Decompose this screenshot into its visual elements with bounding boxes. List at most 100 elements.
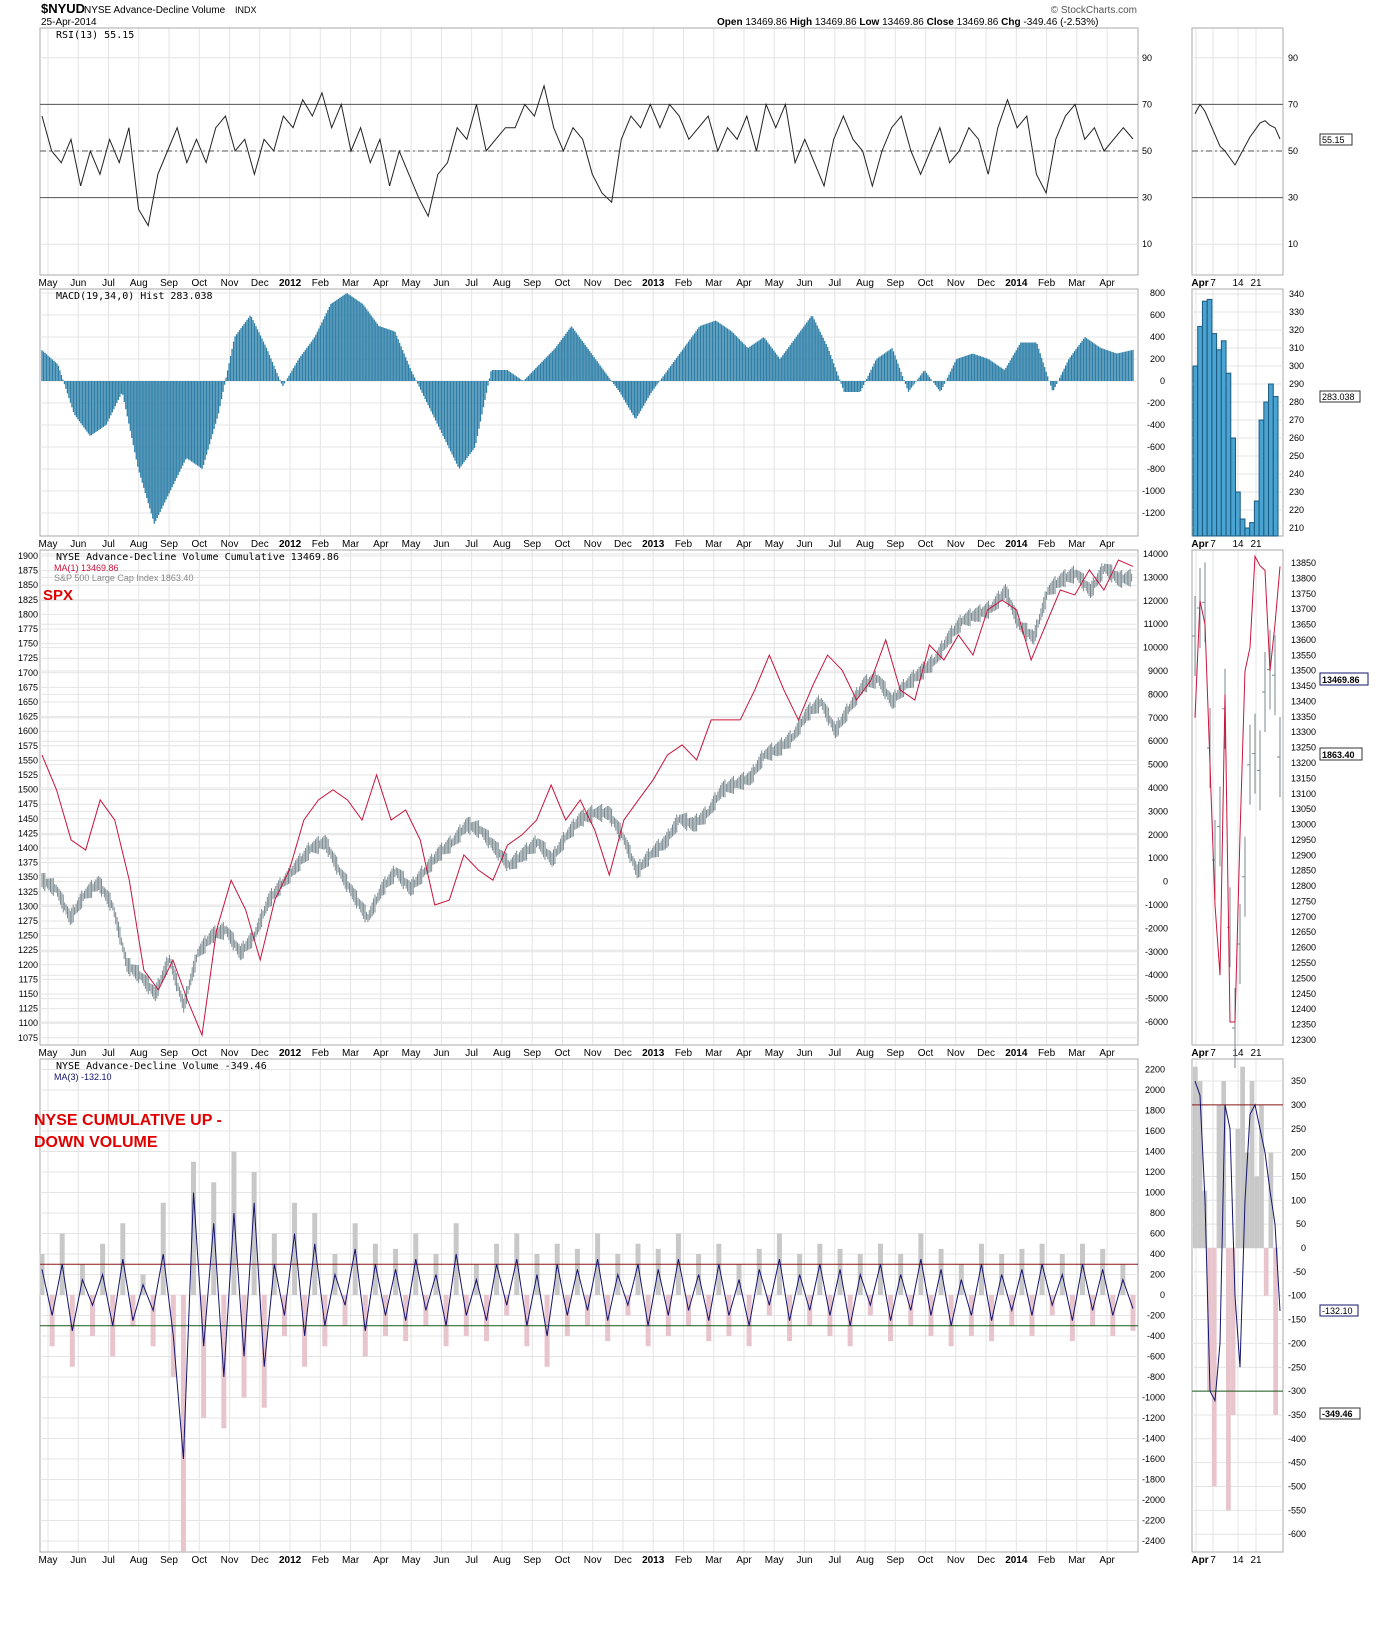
mini-cum-tick-label: 13800 <box>1291 573 1316 583</box>
mini-macd-bar <box>1249 522 1255 537</box>
rsi-tick-label: 30 <box>1142 193 1152 203</box>
svg-text:13469.86: 13469.86 <box>1322 675 1360 685</box>
volume-bar <box>342 1295 348 1326</box>
date-tick-label: Feb <box>675 539 693 550</box>
date-tick-label: 2012 <box>279 278 302 289</box>
mini-volume-bar <box>1259 1104 1264 1248</box>
date-tick-label: May <box>39 278 58 289</box>
volume-bar <box>211 1182 217 1295</box>
date-tick-label: Sep <box>160 539 178 550</box>
date-tick-label: Oct <box>192 539 208 550</box>
mini-vol-axis-tick-label: -250 <box>1288 1362 1306 1372</box>
volume-bar <box>261 1295 267 1408</box>
vol-axis-tick-label: 1000 <box>1145 1188 1165 1198</box>
mini-rsi-tick-label: 30 <box>1288 193 1298 203</box>
mini-cum-tick-label: 13150 <box>1291 773 1316 783</box>
rsi-legend: RSI(13) 55.15 <box>56 30 134 41</box>
mini-volume-bar <box>1268 1152 1274 1248</box>
volume-bar <box>1100 1248 1106 1295</box>
volume-bar <box>130 1295 136 1326</box>
date-tick-label: Dec <box>614 539 632 550</box>
date-tick-label: Oct <box>918 278 934 289</box>
date-tick-label: Apr <box>1099 278 1115 289</box>
ma3-value-badge: -132.10 <box>1319 1304 1359 1317</box>
date-tick-label: Jun <box>796 1555 812 1566</box>
spx-axis-tick-label: 1100 <box>19 1018 38 1028</box>
mini-cum-tick-label: 13500 <box>1291 666 1316 676</box>
date-tick-label: Aug <box>856 1555 874 1566</box>
volume-bar <box>1130 1295 1136 1331</box>
ma1-legend: MA(1) 13469.86 <box>54 563 119 573</box>
mini-date-tick-label: 21 <box>1250 1048 1262 1059</box>
date-tick-label: Nov <box>584 278 602 289</box>
date-tick-label: Dec <box>977 539 995 550</box>
mini-volume-bar <box>1235 1128 1241 1248</box>
volume-bar <box>1079 1243 1085 1295</box>
copyright: © StockCharts.com <box>1051 5 1137 16</box>
mini-date-tick-label: 7 <box>1210 278 1216 289</box>
date-tick-label: Oct <box>555 1048 571 1059</box>
volume-bar <box>635 1243 641 1295</box>
spx-axis-tick-label: 1325 <box>18 887 38 897</box>
volume-bar <box>847 1295 853 1347</box>
vol-axis-tick-label: -1200 <box>1142 1413 1165 1423</box>
mini-vol-axis-tick-label: -200 <box>1288 1338 1306 1348</box>
date-tick-label: Dec <box>251 539 269 550</box>
date-tick-label: Jun <box>70 539 86 550</box>
mini-date-tick-label: 21 <box>1250 1555 1262 1566</box>
cum-legend: NYSE Advance-Decline Volume Cumulative 1… <box>56 552 339 563</box>
cum-axis-tick-label: 9000 <box>1148 666 1168 676</box>
spx-axis-tick-label: 1825 <box>18 595 38 605</box>
spx-axis-tick-label: 1650 <box>18 697 38 707</box>
mini-cum-tick-label: 12950 <box>1291 835 1316 845</box>
date-tick-label: Aug <box>493 1048 511 1059</box>
spx-axis-tick-label: 1075 <box>18 1033 38 1043</box>
mini-macd-tick-label: 260 <box>1289 433 1304 443</box>
volume-bar <box>877 1243 883 1295</box>
mini-vol-axis-tick-label: 350 <box>1291 1076 1306 1086</box>
mini-cum-tick-label: 13300 <box>1291 727 1316 737</box>
mini-macd-tick-label: 240 <box>1289 469 1304 479</box>
mini-date-tick-label: Apr <box>1191 539 1208 550</box>
vol-axis-tick-label: 1400 <box>1145 1147 1165 1157</box>
mini-vol-axis-tick-label: 50 <box>1296 1219 1306 1229</box>
mini-macd-bar <box>1268 383 1274 537</box>
mini-macd-tick-label: 220 <box>1289 505 1304 515</box>
volume-bar <box>1039 1243 1045 1295</box>
date-tick-label: Aug <box>493 278 511 289</box>
ma3-legend: MA(3) -132.10 <box>54 1072 112 1082</box>
ohlc-readout: Open 13469.86 High 13469.86 Low 13469.86… <box>717 17 1098 28</box>
volume-bar <box>160 1202 166 1295</box>
date-tick-label: May <box>402 539 421 550</box>
date-tick-label: Jul <box>102 1555 115 1566</box>
svg-text:55.15: 55.15 <box>1322 135 1345 145</box>
macd-tick-label: -400 <box>1147 420 1165 430</box>
date-tick-label: Mar <box>1068 1555 1086 1566</box>
vol-axis-tick-label: 600 <box>1150 1229 1165 1239</box>
mini-date-tick-label: 14 <box>1232 1048 1244 1059</box>
mini-macd-bar <box>1244 527 1251 537</box>
date-tick-label: May <box>765 539 784 550</box>
date-tick-label: May <box>402 1048 421 1059</box>
volume-bar <box>302 1295 308 1367</box>
spx-axis-tick-label: 1525 <box>18 770 38 780</box>
date-tick-label: Nov <box>221 278 239 289</box>
date-tick-label: Dec <box>977 278 995 289</box>
date-tick-label: Jul <box>828 278 841 289</box>
date-tick-label: Jul <box>828 539 841 550</box>
symbol-name: NYSE Advance-Decline Volume <box>84 5 226 16</box>
spx-axis-tick-label: 1175 <box>19 974 38 984</box>
mini-cum-tick-label: 12550 <box>1291 958 1316 968</box>
volume-bar <box>322 1295 328 1347</box>
volume-bar <box>39 1254 45 1295</box>
mini-volume-bar <box>1273 1248 1278 1415</box>
date-tick-label: Jun <box>433 1048 449 1059</box>
date-tick-label: Aug <box>130 278 148 289</box>
date-tick-label: May <box>765 1048 784 1059</box>
date-tick-label: Nov <box>947 1048 965 1059</box>
date-tick-label: Aug <box>130 539 148 550</box>
mini-cum-tick-label: 13700 <box>1291 604 1316 614</box>
macd-tick-label: 200 <box>1150 354 1165 364</box>
volume-bar <box>817 1243 823 1295</box>
mini-macd-bar <box>1230 437 1237 537</box>
